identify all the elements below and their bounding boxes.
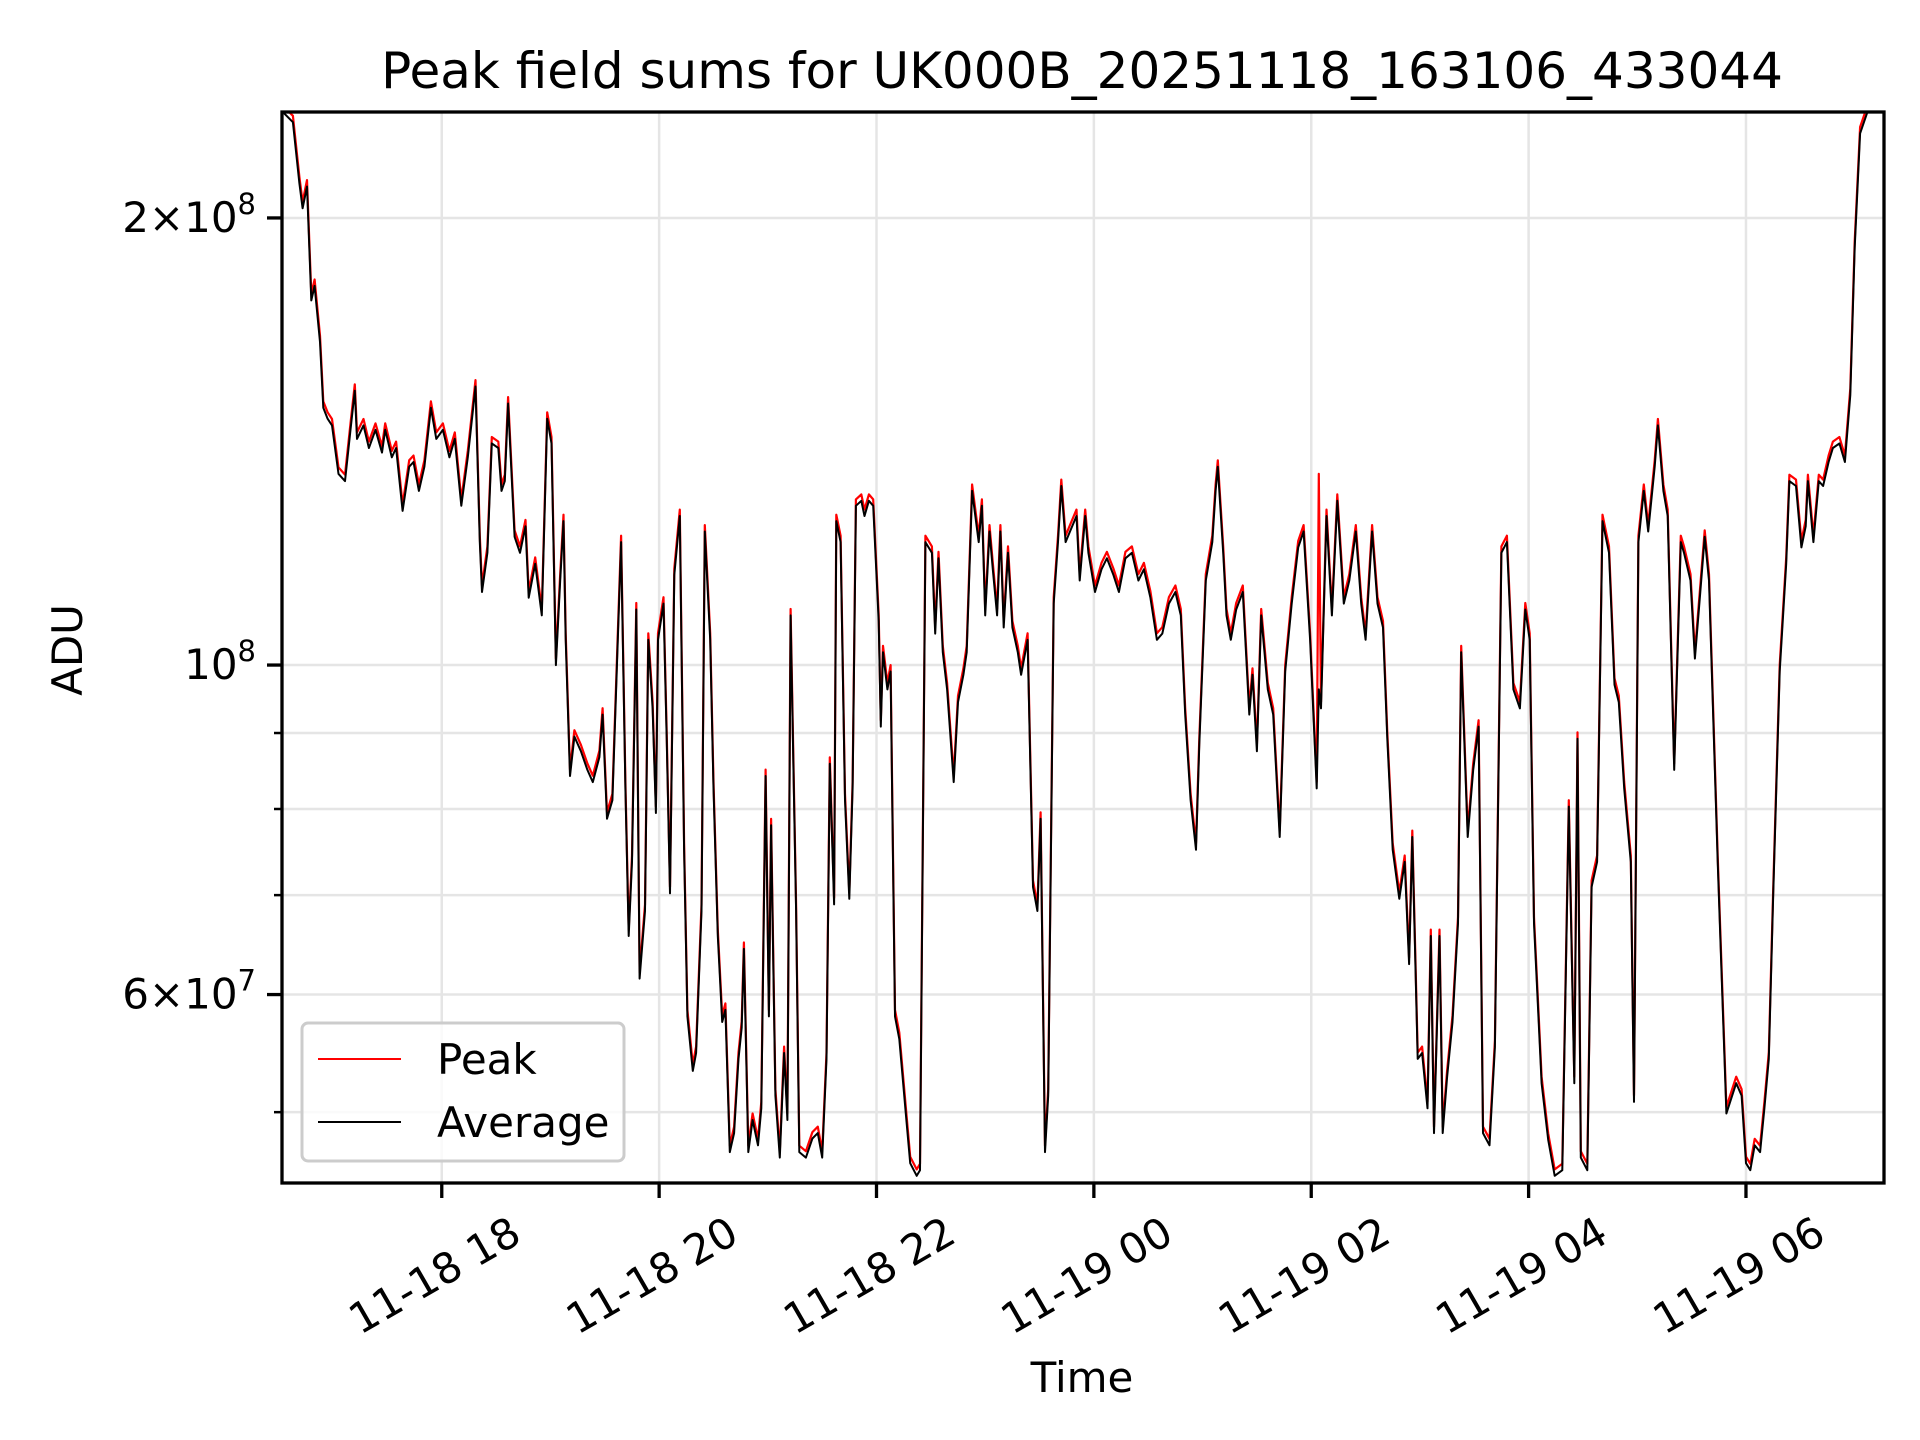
y-tick-label-exponent: 7 bbox=[238, 964, 256, 998]
series-line-average bbox=[282, 112, 1869, 1177]
x-tick-label: 11-18 18 bbox=[340, 1207, 528, 1344]
x-tick-label: 11-19 02 bbox=[1210, 1207, 1398, 1344]
legend-label-peak: Peak bbox=[437, 1035, 537, 1084]
x-tick-label: 11-19 00 bbox=[993, 1207, 1181, 1344]
legend-label-average: Average bbox=[437, 1098, 609, 1147]
axes-frame bbox=[280, 110, 1886, 1185]
legend: Peak Average bbox=[300, 1021, 626, 1163]
y-tick-label: 6×107 bbox=[122, 964, 256, 1019]
y-tick-label: 2×108 bbox=[122, 187, 256, 242]
series-group bbox=[282, 112, 1869, 1177]
x-tick-label: 11-18 22 bbox=[775, 1207, 963, 1344]
y-axis-label: ADU bbox=[43, 604, 92, 696]
x-axis: 11-18 18 11-18 20 11-18 22 11-19 00 11-19 02… bbox=[340, 1183, 1833, 1344]
x-tick-label: 11-18 20 bbox=[558, 1207, 746, 1344]
x-axis-label: Time bbox=[1030, 1353, 1134, 1402]
y-tick-label-exponent: 8 bbox=[238, 634, 256, 668]
plot-background bbox=[282, 112, 1884, 1183]
x-tick-label: 11-19 06 bbox=[1645, 1207, 1833, 1344]
y-tick-label-base: 6×10 bbox=[122, 970, 237, 1019]
y-tick-label: 108 bbox=[184, 634, 256, 689]
x-tick-label: 11-19 04 bbox=[1427, 1207, 1615, 1344]
chart-title: Peak field sums for UK000B_20251118_1631… bbox=[381, 42, 1783, 100]
y-tick-label-base: 10 bbox=[184, 640, 237, 689]
y-tick-label-base: 2×10 bbox=[122, 193, 237, 242]
legend-box bbox=[300, 1021, 626, 1163]
y-tick-label-exponent: 8 bbox=[238, 187, 256, 221]
